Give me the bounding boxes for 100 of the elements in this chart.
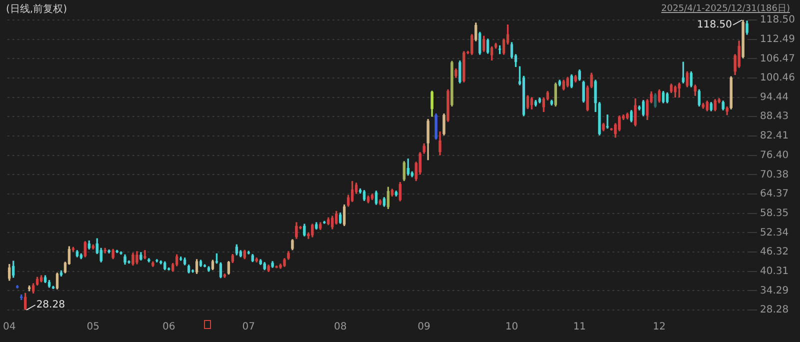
candlestick (132, 252, 134, 266)
candlestick (136, 251, 138, 264)
candlestick (92, 244, 95, 250)
candlestick (474, 22, 478, 42)
candlestick (151, 261, 154, 267)
candlestick (279, 264, 282, 269)
candlestick (710, 102, 713, 112)
candlestick (578, 69, 581, 81)
candlestick (538, 97, 542, 104)
annotation: 28.28 (36, 300, 65, 311)
candlestick (482, 36, 486, 52)
candlestick (694, 84, 697, 96)
candlestick (235, 244, 238, 256)
y-tick-label: 88.43 (760, 111, 789, 122)
candlestick (24, 292, 27, 310)
candlestick (100, 248, 103, 262)
y-tick-label: 46.32 (760, 246, 789, 258)
candlestick (430, 90, 434, 117)
candlestick (434, 114, 438, 140)
candlestick (454, 68, 458, 78)
candlestick (582, 80, 585, 103)
candlestick (634, 98, 637, 126)
candlestick (714, 99, 717, 112)
candlestick (554, 82, 558, 106)
annotation: 118.50 (697, 20, 732, 31)
y-tick-label: 28.28 (760, 304, 789, 316)
candlestick (124, 254, 126, 265)
candlestick (171, 263, 174, 272)
candlestick (163, 261, 166, 270)
candlestick (80, 253, 83, 260)
candlestick (746, 20, 748, 35)
candlestick (112, 248, 114, 260)
x-tick-label: 05 (86, 322, 100, 333)
candlestick (398, 182, 402, 202)
candlestick (722, 100, 725, 110)
y-tick-label: 52.34 (760, 227, 789, 238)
candlestick (390, 188, 394, 196)
y-tick-label: 34.29 (760, 285, 789, 296)
x-tick-label: 06 (162, 322, 176, 333)
candlestick (626, 112, 629, 120)
x-tick-label: 08 (334, 322, 347, 333)
candlestick (271, 261, 274, 268)
candlestick (84, 241, 87, 258)
x-tick-label: 07 (242, 322, 255, 333)
y-tick-label: 94.44 (760, 92, 789, 103)
candlestick (486, 38, 490, 54)
candlestick (562, 80, 566, 90)
candlestick (386, 186, 390, 210)
candlestick (251, 254, 254, 262)
candlestick (326, 217, 330, 226)
candlestick (446, 89, 450, 122)
candlestick (291, 239, 294, 250)
candlestick (730, 76, 733, 110)
candlestick (574, 74, 577, 82)
y-tick-label: 76.40 (760, 150, 789, 161)
y-tick-label: 82.41 (760, 130, 789, 142)
candlestick (227, 261, 230, 275)
candlestick (490, 46, 494, 61)
candlestick (283, 258, 286, 267)
y-tick-label: 58.35 (760, 208, 789, 219)
candlestick (702, 102, 705, 109)
candlestick (742, 20, 744, 58)
candlestick (594, 80, 597, 112)
candlestick (630, 110, 633, 122)
candlestick (410, 171, 414, 178)
candlestick (88, 240, 91, 250)
candlestick (310, 224, 314, 238)
candlestick (231, 254, 234, 264)
candlestick (442, 114, 446, 136)
x-tick-label: 10 (505, 322, 518, 333)
candlestick (462, 51, 466, 82)
candlestick (76, 250, 79, 258)
candlestick (642, 100, 645, 116)
candlestick (706, 100, 709, 112)
candlestick (726, 106, 729, 116)
x-tick-label: 04 (3, 322, 16, 333)
candlestick (470, 34, 474, 56)
candlestick (598, 102, 601, 136)
y-tick-label: 70.38 (760, 169, 789, 180)
chart-title: (日线,前复权) (6, 2, 67, 16)
x-tick-label: 11 (573, 322, 586, 333)
candlestick (302, 224, 306, 236)
candlestick (558, 80, 562, 86)
y-tick-label: 100.46 (760, 72, 796, 84)
candlestick (438, 132, 442, 156)
candlestick (406, 158, 410, 176)
candlestick (239, 250, 242, 258)
candlestick (175, 254, 178, 266)
y-tick-label: 118.50 (760, 14, 796, 26)
candlestick (546, 91, 550, 100)
candlestick (698, 89, 701, 106)
candlestick (295, 222, 298, 239)
candlestick (426, 118, 430, 160)
candlestick (542, 97, 546, 112)
y-tick-label: 64.37 (760, 188, 789, 200)
candlestick (550, 100, 554, 106)
candlestick (330, 216, 334, 230)
candlestick (318, 222, 322, 230)
candlestick (334, 210, 338, 224)
candlestick (570, 74, 574, 88)
